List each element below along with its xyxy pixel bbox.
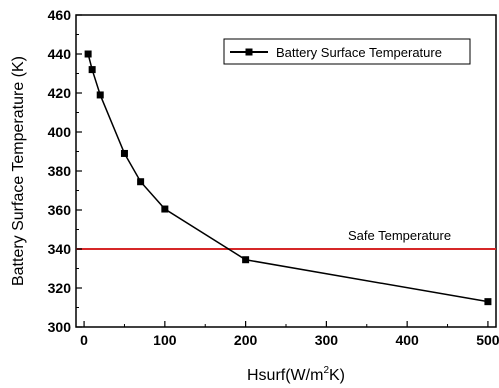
data-point — [161, 205, 169, 213]
y-tick-label: 360 — [48, 202, 72, 218]
y-axis-title: Battery Surface Temperature (K) — [10, 56, 27, 286]
data-point — [484, 298, 492, 306]
legend-marker — [245, 48, 253, 56]
data-point — [137, 178, 145, 186]
x-tick-label: 0 — [80, 332, 88, 348]
legend: Battery Surface Temperature — [223, 38, 471, 65]
data-point — [96, 91, 104, 99]
data-point — [242, 256, 250, 264]
y-tick-label: 320 — [48, 280, 72, 296]
x-tick-label: 500 — [476, 332, 499, 348]
y-tick-label: 340 — [48, 241, 72, 257]
data-point — [120, 149, 128, 157]
data-point — [88, 66, 96, 74]
y-tick-label: 440 — [48, 46, 72, 62]
y-tick-label: 300 — [48, 319, 72, 335]
data-point — [84, 50, 92, 58]
x-tick-label: 200 — [234, 332, 258, 348]
y-tick-label: 420 — [48, 85, 72, 101]
y-tick-label: 400 — [48, 124, 72, 140]
safe-temperature-label: Safe Temperature — [348, 228, 451, 243]
y-tick-label: 380 — [48, 163, 72, 179]
reference-lines: Safe Temperature — [76, 228, 496, 250]
x-axis: 0 100 200 300 400 500 — [80, 321, 499, 348]
series-line — [87, 53, 489, 303]
y-axis: 300 320 340 360 380 400 420 440 460 — [48, 7, 82, 335]
legend-label: Battery Surface Temperature — [276, 45, 442, 60]
x-tick-label: 400 — [395, 332, 419, 348]
series-layer — [84, 50, 492, 306]
y-tick-label: 460 — [48, 7, 72, 23]
x-axis-title: Hsurf(W/m2K) — [247, 365, 345, 384]
x-tick-label: 100 — [153, 332, 177, 348]
x-tick-label: 300 — [315, 332, 339, 348]
